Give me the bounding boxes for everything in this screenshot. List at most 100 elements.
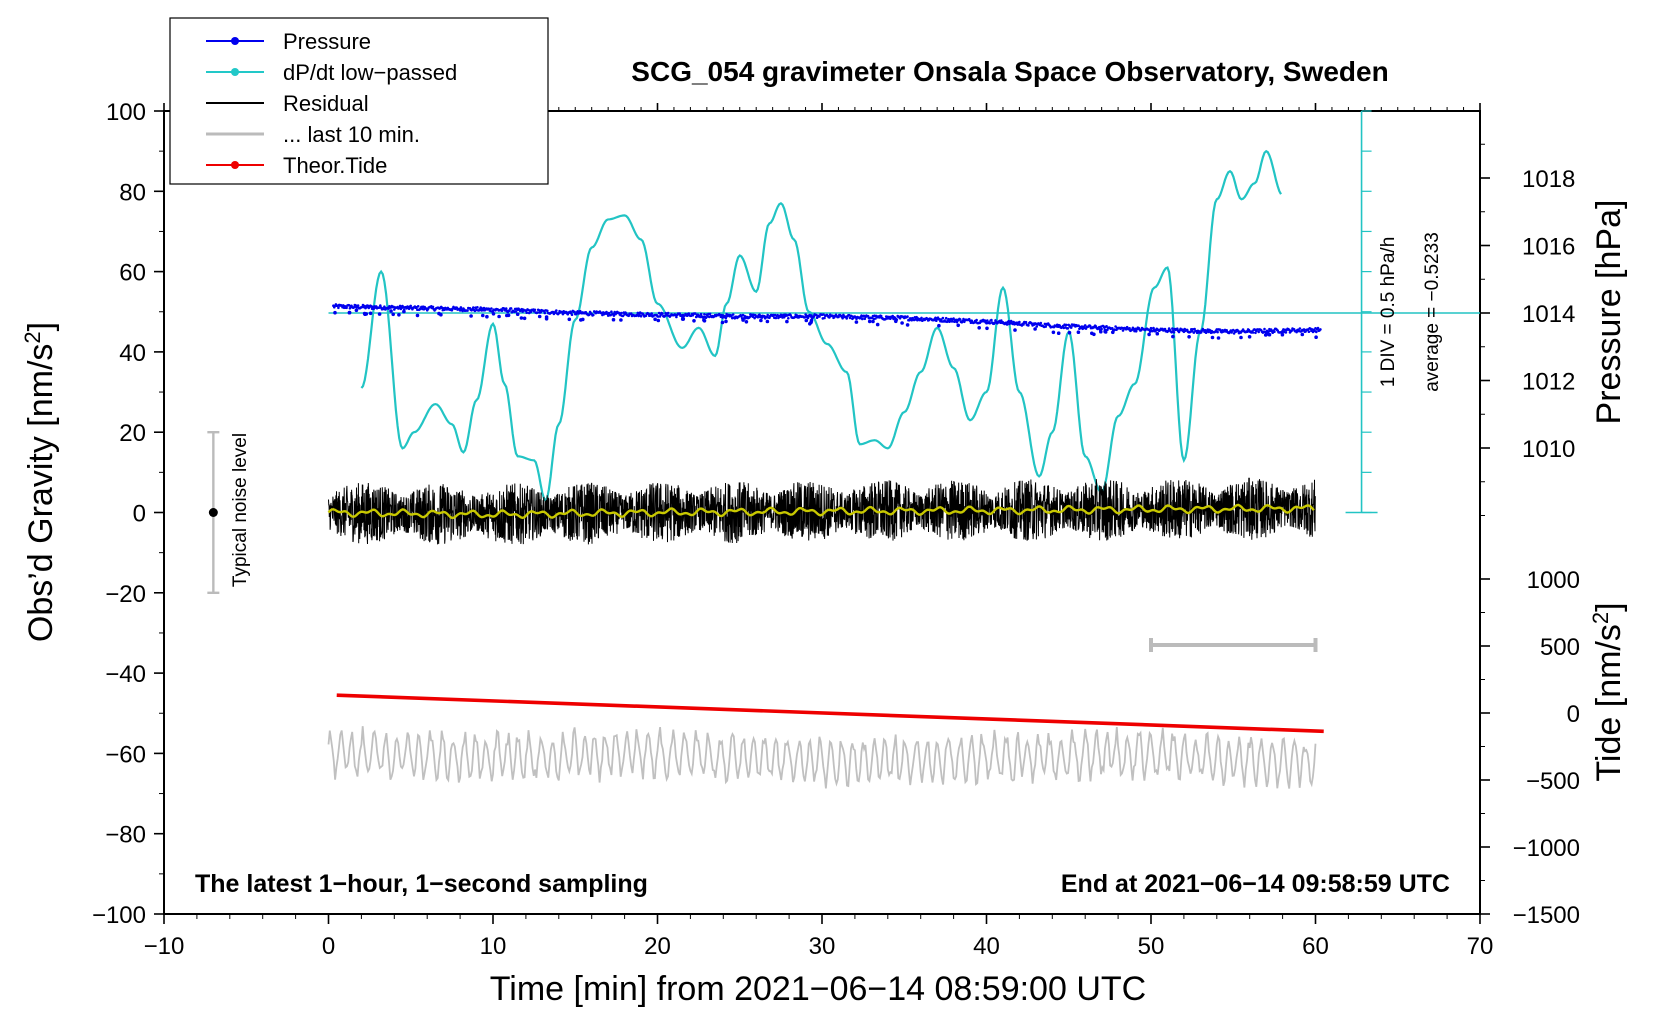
pressure-outlier-point — [867, 319, 872, 324]
pressure-outlier-point — [681, 317, 685, 321]
pressure-outlier-point — [415, 313, 420, 318]
x-axis-title: Time [min] from 2021−06−14 08:59:00 UTC — [490, 970, 1146, 1008]
pressure-outlier-point — [567, 317, 572, 322]
tide-tick-label-1: 500 — [1540, 634, 1580, 661]
y-tick-label-0: 100 — [106, 99, 146, 126]
pressure-outlier-point — [1247, 335, 1252, 339]
pressure-outlier-point — [506, 313, 511, 318]
pressure-tick-label-0: 1018 — [1522, 166, 1575, 193]
pressure-outlier-point — [759, 318, 763, 323]
noise-bar-center — [208, 508, 218, 517]
legend-label-0: Pressure — [283, 29, 371, 54]
tide-axis-title-main: Tide [nm/s — [1590, 624, 1628, 781]
pressure-outlier-point — [937, 323, 941, 328]
noise-level-label: Typical noise level — [230, 433, 251, 587]
pressure-outlier-point — [354, 308, 359, 313]
pressure-outlier-point — [1033, 327, 1037, 331]
x-tick-label-6: 50 — [1138, 933, 1165, 960]
y-tick-label-3: 40 — [119, 340, 146, 367]
pressure-outlier-point — [1267, 332, 1272, 337]
pressure-outlier-point — [469, 314, 473, 318]
y-axis-title-left: Obs’d Gravity [nm/s2] — [20, 322, 61, 642]
pressure-outlier-point — [1239, 335, 1243, 340]
pressure-outlier-point — [900, 321, 904, 325]
legend-box — [169, 17, 549, 185]
x-tick-label-2: 10 — [480, 933, 507, 960]
pressure-outlier-point — [765, 319, 770, 324]
pressure-outlier-point — [515, 312, 520, 317]
scale-bar — [1149, 637, 1318, 652]
y-tick-label-2: 60 — [119, 260, 146, 287]
x-tick-label-3: 20 — [644, 933, 671, 960]
y-tick-label-6: −20 — [105, 581, 146, 608]
x-tick-label-8: 70 — [1467, 933, 1494, 960]
y-tick-label-4: 20 — [119, 420, 146, 447]
pressure-outlier-point — [1056, 331, 1061, 336]
pressure-outlier-point — [1264, 332, 1269, 337]
pressure-outlier-point — [491, 312, 496, 316]
x-tick-label-7: 60 — [1302, 933, 1329, 960]
pressure-outlier-point — [1147, 332, 1151, 337]
y-tick-label-1: 80 — [119, 179, 146, 206]
x-tick-label-5: 40 — [973, 933, 1000, 960]
y-tick-label-10: −100 — [92, 902, 146, 929]
tide-tick-label-5: −1500 — [1513, 902, 1580, 929]
legend-label-4: Theor.Tide — [283, 153, 387, 178]
pressure-outlier-point — [619, 318, 623, 322]
pressure-outlier-point — [1099, 329, 1103, 334]
pressure-outlier-point — [741, 318, 745, 322]
pressure-tick-label-4: 1010 — [1522, 436, 1575, 463]
dpdt-series — [360, 149, 1282, 503]
noise-level-marker — [207, 431, 220, 594]
legend-marker-0 — [231, 37, 239, 45]
pressure-outlier-point — [1051, 330, 1056, 335]
y-tick-label-8: −60 — [105, 741, 146, 768]
note-sampling: The latest 1−hour, 1−second sampling — [195, 870, 648, 898]
pressure-outlier-point — [1187, 335, 1191, 339]
y-axis-title-left-end: ] — [22, 322, 60, 331]
legend-label-1: dP/dt low−passed — [283, 60, 457, 85]
legend-marker-1 — [231, 68, 239, 76]
pressure-series — [332, 303, 1322, 340]
tide-axis-title-sup: 2 — [1588, 612, 1613, 624]
pressure-reference — [328, 110, 1480, 514]
dpdt-line — [360, 149, 1282, 503]
legend-label-2: Residual — [283, 91, 369, 116]
pressure-outlier-point — [497, 314, 501, 319]
pressure-outlier-point — [1314, 335, 1318, 340]
pressure-outlier-point — [1076, 330, 1081, 335]
pressure-outlier-point — [692, 319, 696, 323]
pressure-outlier-point — [537, 314, 542, 319]
dpdt-div-label: 1 DIV = 0.5 hPa/h — [1378, 237, 1399, 388]
note-end-time: End at 2021−06−14 09:58:59 UTC — [1061, 870, 1450, 898]
y-tick-label-7: −40 — [105, 661, 146, 688]
residual-line — [328, 477, 1316, 545]
y-axis-title-left-sup: 2 — [20, 331, 45, 343]
tide-tick-label-0: 1000 — [1527, 567, 1580, 594]
pressure-outlier-point — [333, 310, 337, 315]
pressure-tick-label-1: 1016 — [1522, 234, 1575, 261]
pressure-outlier-point — [808, 322, 812, 326]
tide-tick-label-3: −500 — [1526, 768, 1580, 795]
tide-series — [336, 693, 1324, 734]
tide-axis-title: Tide [nm/s2] — [1588, 602, 1629, 781]
pressure-outlier-point — [611, 317, 616, 322]
pressure-outlier-point — [744, 320, 749, 324]
pressure-outlier-point — [397, 313, 401, 317]
tide-axis-title-end: ] — [1590, 602, 1628, 611]
pressure-outlier-point — [871, 319, 875, 324]
pressure-outlier-point — [519, 316, 524, 320]
pressure-outlier-point — [905, 323, 910, 327]
pressure-outlier-point — [368, 311, 373, 316]
x-tick-label-1: 0 — [322, 933, 335, 960]
pressure-outlier-point — [437, 311, 441, 316]
pressure-outlier-point — [1092, 332, 1096, 337]
pressure-outlier-point — [402, 309, 406, 314]
pressure-outlier-point — [362, 311, 367, 316]
last10-series — [327, 726, 1317, 789]
residual-smoothed-line — [327, 503, 1315, 520]
pressure-outlier-point — [522, 316, 527, 321]
pressure-tick-label-2: 1014 — [1522, 301, 1575, 328]
pressure-outlier-point — [894, 319, 898, 324]
legend-marker-4 — [231, 161, 239, 169]
